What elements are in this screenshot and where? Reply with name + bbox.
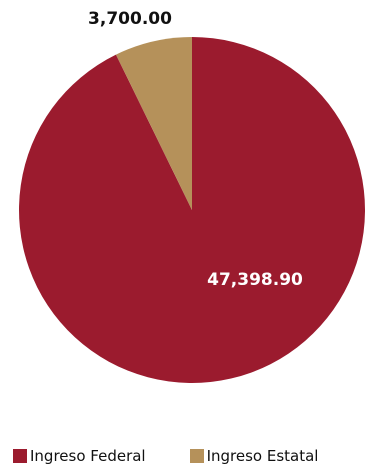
legend-label-ingreso-federal: Ingreso Federal: [30, 447, 146, 465]
legend: Ingreso Federal Ingreso Estatal: [13, 445, 367, 467]
data-label-ingreso-federal: 47,398.90: [207, 270, 303, 290]
legend-item-ingreso-federal: Ingreso Federal: [13, 447, 146, 465]
pie-slice-ingreso-estatal: [115, 37, 192, 210]
pie-slice-ingreso-federal: [19, 37, 366, 383]
legend-item-ingreso-estatal: Ingreso Estatal: [189, 447, 319, 465]
pie-slices: [19, 37, 366, 383]
legend-label-ingreso-estatal: Ingreso Estatal: [206, 447, 319, 465]
legend-swatch-ingreso-estatal: [189, 449, 204, 463]
legend-swatch-ingreso-federal: [13, 449, 27, 463]
data-label-ingreso-estatal: 3,700.00: [88, 9, 172, 29]
